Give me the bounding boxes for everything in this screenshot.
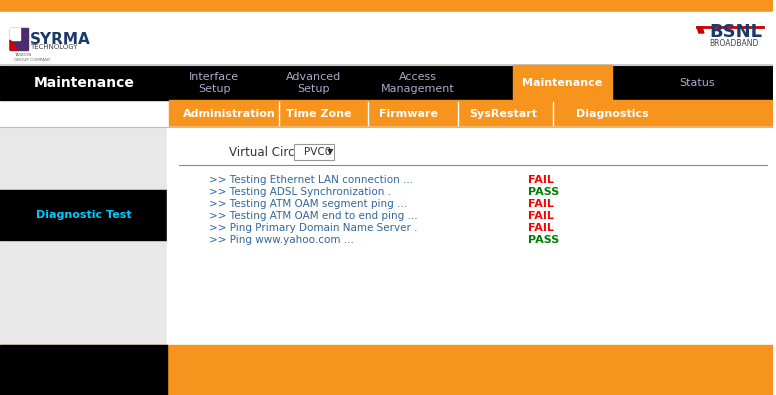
Text: SYRMA: SYRMA <box>29 32 91 47</box>
Text: Time Zone: Time Zone <box>286 109 352 119</box>
Text: Firmware: Firmware <box>379 109 438 119</box>
Bar <box>0 127 773 345</box>
Polygon shape <box>697 27 704 33</box>
Text: PASS: PASS <box>528 235 559 245</box>
Bar <box>169 100 773 127</box>
Text: SysRestart: SysRestart <box>469 109 537 119</box>
Text: FAIL: FAIL <box>528 211 553 221</box>
Text: Administration: Administration <box>182 109 275 119</box>
Text: Virtual Circuit:: Virtual Circuit: <box>229 145 314 158</box>
Bar <box>513 65 612 100</box>
Bar <box>0 65 773 100</box>
Bar <box>10 28 28 50</box>
Text: BSNL: BSNL <box>709 23 762 41</box>
Text: PASS: PASS <box>528 187 559 197</box>
Text: TANDON
GROUP COMPANY: TANDON GROUP COMPANY <box>14 53 50 62</box>
Bar <box>0 190 168 240</box>
Polygon shape <box>10 40 18 50</box>
Text: ▼: ▼ <box>327 147 333 156</box>
Polygon shape <box>10 28 20 40</box>
Bar <box>168 127 773 345</box>
Text: FAIL: FAIL <box>528 223 553 233</box>
Text: >> Ping Primary Domain Name Server .: >> Ping Primary Domain Name Server . <box>209 223 417 233</box>
Text: FAIL: FAIL <box>528 199 553 209</box>
Bar <box>0 345 773 395</box>
Text: Maintenance: Maintenance <box>522 78 603 88</box>
Bar <box>0 0 773 12</box>
Text: Maintenance: Maintenance <box>34 76 135 90</box>
Text: PVC0: PVC0 <box>303 147 331 157</box>
Text: >> Testing ADSL Synchronization .: >> Testing ADSL Synchronization . <box>209 187 391 197</box>
Bar <box>0 345 168 395</box>
Bar <box>0 12 773 65</box>
Text: Advanced
Setup: Advanced Setup <box>286 72 341 94</box>
Text: >> Testing ATM OAM end to end ping ...: >> Testing ATM OAM end to end ping ... <box>209 211 417 221</box>
Text: Diagnostics: Diagnostics <box>576 109 649 119</box>
Text: >> Testing ATM OAM segment ping ...: >> Testing ATM OAM segment ping ... <box>209 199 407 209</box>
Text: >> Testing Ethernet LAN connection ...: >> Testing Ethernet LAN connection ... <box>209 175 413 185</box>
Text: BROADBAND: BROADBAND <box>709 38 758 47</box>
Text: Diagnostic Test: Diagnostic Test <box>36 210 131 220</box>
FancyBboxPatch shape <box>293 144 334 160</box>
Text: FAIL: FAIL <box>528 175 553 185</box>
Text: TECHNOLOGY: TECHNOLOGY <box>29 44 78 50</box>
Text: Access
Management: Access Management <box>381 72 455 94</box>
Text: Status: Status <box>679 78 715 88</box>
Text: Interface
Setup: Interface Setup <box>189 72 239 94</box>
Text: >> Ping www.yahoo.com ...: >> Ping www.yahoo.com ... <box>209 235 354 245</box>
